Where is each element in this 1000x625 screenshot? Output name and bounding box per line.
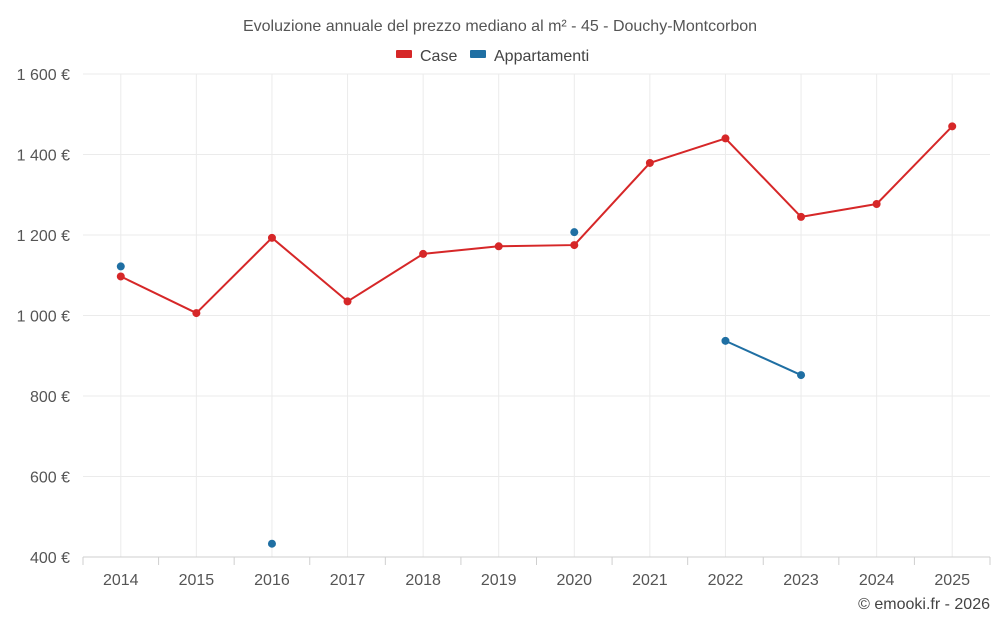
x-tick-label: 2023 [783, 572, 819, 589]
data-point-case-2025[interactable] [948, 122, 957, 131]
legend-swatch-appartamenti [470, 50, 486, 58]
legend-label-case: Case [420, 48, 457, 65]
data-point-case-2021[interactable] [645, 158, 654, 167]
data-point-case-2014[interactable] [116, 272, 125, 281]
data-point-appartamenti-2022[interactable] [721, 336, 730, 345]
x-tick-label: 2021 [632, 572, 668, 589]
series-line-case [120, 125, 953, 315]
x-tick-label: 2025 [934, 572, 970, 589]
data-point-case-2019[interactable] [494, 242, 503, 251]
y-tick-label: 600 € [30, 470, 70, 487]
x-tick-label: 2017 [330, 572, 366, 589]
data-point-case-2020[interactable] [570, 241, 579, 250]
data-point-case-2018[interactable] [419, 249, 428, 258]
x-tick-label: 2020 [556, 572, 592, 589]
series-case [116, 122, 957, 318]
legend-item-appartamenti[interactable]: Appartamenti [470, 48, 589, 65]
data-point-appartamenti-2014[interactable] [116, 262, 125, 271]
credit-text: © emooki.fr - 2026 [858, 596, 990, 613]
data-point-case-2017[interactable] [343, 297, 352, 306]
x-tick-label: 2019 [481, 572, 517, 589]
legend-swatch-case [396, 50, 412, 58]
y-tick-label: 400 € [30, 550, 70, 567]
grid [83, 73, 990, 558]
legend-item-case[interactable]: Case [396, 48, 457, 65]
y-tick-label: 800 € [30, 389, 70, 406]
y-tick-label: 1 600 € [17, 67, 70, 84]
series-appartamenti [116, 228, 806, 548]
series [116, 122, 957, 548]
data-point-case-2015[interactable] [192, 309, 201, 318]
x-tick-label: 2022 [708, 572, 744, 589]
y-tick-label: 1 000 € [17, 309, 70, 326]
data-point-case-2023[interactable] [797, 212, 806, 221]
data-point-appartamenti-2023[interactable] [797, 371, 806, 380]
axes: 400 € 600 € 800 € 1 000 € 1 200 € 1 400 € 1 60… [17, 67, 991, 589]
data-point-case-2024[interactable] [872, 200, 881, 209]
data-point-case-2022[interactable] [721, 134, 730, 143]
y-tick-label: 1 200 € [17, 228, 70, 245]
data-point-case-2016[interactable] [267, 233, 276, 242]
chart-title: Evoluzione annuale del prezzo mediano al… [243, 18, 757, 35]
x-tick-label: 2018 [405, 572, 441, 589]
y-tick-label: 1 400 € [17, 148, 70, 165]
x-tick-label: 2016 [254, 572, 290, 589]
data-point-appartamenti-2020[interactable] [570, 228, 579, 237]
x-tick-label: 2015 [179, 572, 215, 589]
series-line-appartamenti [725, 339, 802, 376]
legend-label-appartamenti: Appartamenti [494, 48, 589, 65]
x-tick-label: 2014 [103, 572, 139, 589]
legend: Case Appartamenti [396, 48, 589, 65]
data-point-appartamenti-2016[interactable] [267, 539, 276, 548]
x-tick-label: 2024 [859, 572, 895, 589]
